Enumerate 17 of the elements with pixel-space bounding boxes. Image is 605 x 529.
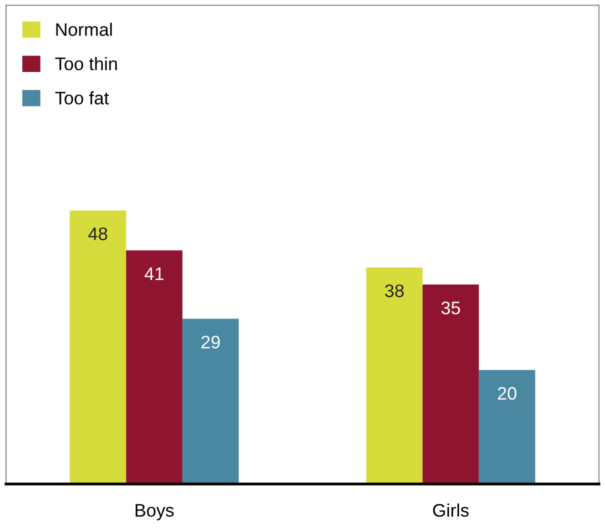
bar [366, 267, 423, 484]
data-label: 29 [201, 336, 220, 349]
data-label: 41 [144, 268, 164, 280]
x-tick-label: Girls [433, 503, 469, 517]
x-tick-label: Boys [136, 504, 174, 520]
bar [478, 370, 536, 484]
legend-label: Normal [56, 22, 112, 36]
data-label: 48 [88, 227, 108, 240]
bar [182, 318, 239, 484]
legend-label: Too fat [55, 91, 109, 104]
bar [422, 284, 479, 484]
bar [70, 210, 126, 484]
data-label: 20 [498, 387, 516, 400]
data-label: 38 [385, 284, 404, 298]
data-label: 35 [441, 302, 460, 314]
bar [126, 250, 182, 484]
legend-label: Too thin [55, 56, 117, 70]
